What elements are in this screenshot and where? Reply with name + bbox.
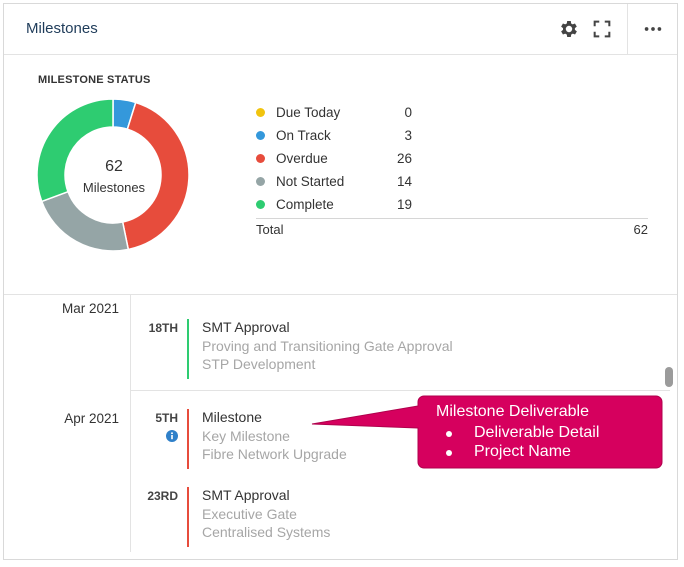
callout-title: Milestone Deliverable — [436, 403, 589, 420]
milestone-project: Fibre Network Upgrade — [202, 446, 347, 462]
month-label: Apr 2021 — [64, 411, 119, 426]
legend-dot-icon — [256, 177, 265, 186]
milestone-status-bar — [187, 409, 189, 469]
legend-item[interactable]: On Track 3 — [252, 127, 412, 147]
milestone-subtitle: Executive Gate — [202, 506, 297, 522]
milestone-status-bar — [187, 487, 189, 547]
month-divider — [130, 390, 670, 391]
milestone-day: 23RD — [147, 489, 178, 503]
widget-title: Milestones — [26, 20, 98, 37]
milestone-status-donut — [36, 98, 190, 252]
milestone-item[interactable]: 18TH SMT Approval Proving and Transition… — [134, 319, 534, 379]
donut-total-count: 62 — [105, 158, 123, 175]
total-label: Total — [256, 222, 284, 237]
legend-item[interactable]: Not Started 14 — [252, 173, 412, 193]
legend-total-row: Total 62 — [256, 218, 648, 237]
milestone-project: Centralised Systems — [202, 524, 331, 540]
legend-value: 26 — [396, 151, 412, 166]
legend-item[interactable]: Due Today 0 — [252, 104, 412, 124]
legend-label: Complete — [276, 197, 334, 212]
legend-item[interactable]: Overdue 26 — [252, 150, 412, 170]
donut-slice-complete[interactable] — [36, 98, 114, 203]
donut-subtitle: Milestones — [82, 180, 146, 195]
legend-value: 0 — [404, 105, 412, 120]
milestone-subtitle: Proving and Transitioning Gate Approval — [202, 338, 453, 354]
milestone-title: Milestone — [202, 409, 262, 425]
legend-dot-icon — [256, 200, 265, 209]
month-label: Mar 2021 — [61, 301, 119, 316]
legend-label: On Track — [276, 128, 331, 143]
widget-header: Milestones — [4, 4, 677, 55]
scrollbar-thumb[interactable] — [665, 367, 673, 387]
legend-value: 14 — [396, 174, 412, 189]
callout-item: Deliverable Detail — [445, 424, 600, 441]
legend-label: Due Today — [276, 105, 341, 120]
milestone-timeline: Mar 2021 Apr 2021 18TH SMT Approval Prov… — [4, 294, 677, 559]
legend-dot-icon — [256, 108, 265, 117]
legend-value: 19 — [396, 197, 412, 212]
milestone-subtitle: Key Milestone — [202, 428, 290, 444]
legend-item[interactable]: Complete 19 — [252, 196, 412, 216]
legend-label: Overdue — [276, 151, 328, 166]
gear-icon[interactable] — [558, 18, 580, 40]
info-icon[interactable] — [166, 430, 178, 442]
milestone-item[interactable]: 5TH Milestone Key Milestone Fibre Networ… — [134, 409, 534, 469]
milestone-day: 18TH — [148, 321, 178, 335]
donut-slice-overdue[interactable] — [121, 101, 190, 251]
milestone-title: SMT Approval — [202, 487, 290, 503]
milestone-item[interactable]: 23RD SMT Approval Executive Gate Central… — [134, 487, 534, 547]
donut-slice-not-started[interactable] — [40, 190, 130, 252]
milestone-status-label: MILESTONE STATUS — [38, 74, 151, 86]
callout-tooltip: Milestone Deliverable Deliverable Detail… — [418, 395, 662, 467]
timeline-axis-line — [130, 295, 131, 552]
legend-dot-icon — [256, 154, 265, 163]
header-separator — [627, 4, 628, 54]
milestone-project: STP Development — [202, 356, 316, 372]
more-icon[interactable] — [642, 18, 664, 40]
legend-dot-icon — [256, 131, 265, 140]
milestone-status-bar — [187, 319, 189, 379]
milestones-widget: Milestones MILESTONE STATUS 62 Milestone… — [3, 3, 678, 560]
legend-value: 3 — [404, 128, 412, 143]
expand-icon[interactable] — [591, 18, 613, 40]
milestone-title: SMT Approval — [202, 319, 290, 335]
milestone-day: 5TH — [155, 411, 178, 425]
total-value: 62 — [633, 222, 648, 237]
callout-item: Project Name — [446, 443, 571, 460]
legend-label: Not Started — [276, 174, 345, 189]
